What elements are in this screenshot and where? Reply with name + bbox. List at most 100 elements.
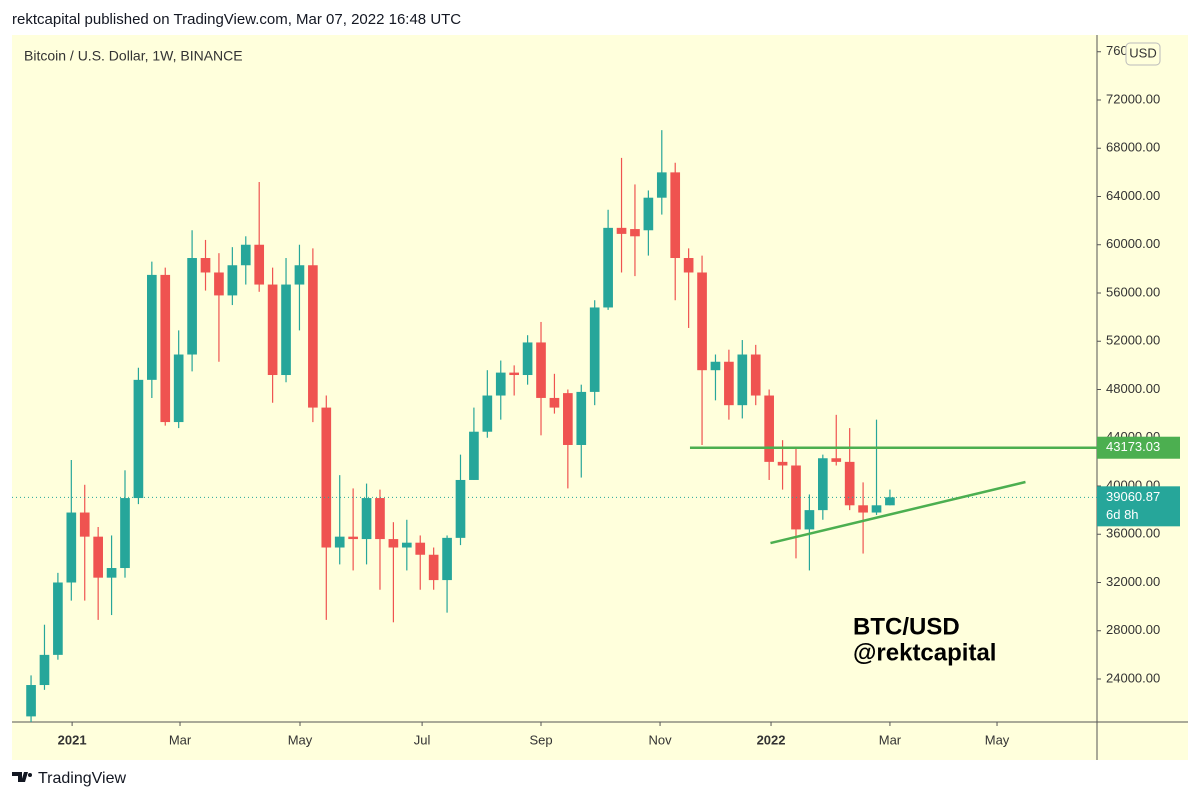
candle-body (522, 342, 533, 376)
candle-body (670, 172, 681, 259)
candle-body (858, 505, 868, 513)
candle-body (388, 539, 399, 548)
candle-body (348, 536, 358, 540)
x-tick-label: Mar (879, 732, 902, 747)
currency-label: USD (1129, 45, 1156, 60)
candle-body (469, 431, 479, 480)
candle-body (831, 458, 842, 462)
candle-body (710, 361, 721, 371)
candle-body (361, 498, 372, 540)
candle-body (764, 395, 774, 462)
x-tick-label: 2022 (757, 732, 786, 747)
candle-body (683, 258, 694, 273)
candle-body (173, 354, 184, 423)
candle-body (267, 284, 278, 376)
y-tick-label: 64000.00 (1106, 188, 1160, 203)
candle-body (106, 568, 117, 578)
candle-body (415, 542, 426, 555)
candle-body (589, 307, 600, 392)
candle-body (321, 407, 332, 548)
y-tick-label: 24000.00 (1106, 670, 1160, 685)
plot (12, 130, 1097, 722)
candle-body (120, 498, 130, 569)
candle-body (482, 395, 493, 432)
candle-body (254, 244, 265, 285)
x-tick-label: May (288, 732, 313, 747)
candle-body (401, 542, 412, 548)
candle-body (643, 197, 654, 231)
candle-body (737, 354, 748, 406)
x-tick-label: Jul (414, 732, 431, 747)
candle-body (791, 465, 801, 530)
candle-body (630, 229, 640, 237)
symbol-label: Bitcoin / U.S. Dollar, 1W, BINANCE (24, 48, 243, 64)
resistance-price-label: 43173.03 (1106, 439, 1160, 454)
y-tick-label: 52000.00 (1106, 333, 1160, 348)
candle-body (509, 372, 520, 376)
header-title: rektcapital published on TradingView.com… (12, 11, 461, 28)
annotation: BTC/USD (853, 613, 960, 640)
candle-body (818, 458, 828, 511)
currency-box (1125, 42, 1161, 66)
resistance-price-box (1097, 436, 1180, 459)
candle-body (375, 498, 385, 540)
candle-body (133, 379, 144, 499)
candle-body (549, 397, 560, 408)
candle-body (750, 354, 761, 396)
candle-body (294, 265, 305, 285)
candle-body (79, 512, 90, 537)
candle-body (160, 274, 171, 423)
candle-body (576, 391, 587, 445)
candle-body (777, 461, 788, 466)
candle-body (53, 582, 63, 655)
y-tick-label: 32000.00 (1106, 574, 1160, 589)
candle-body (603, 227, 613, 308)
y-tick-label: 68000.00 (1106, 140, 1160, 155)
candle-body (281, 284, 291, 376)
candle-body (536, 342, 546, 398)
x-tick-label: May (985, 732, 1010, 747)
candle-body (200, 258, 211, 273)
candle-body (66, 512, 77, 583)
candle-body (455, 479, 466, 538)
last-price-label: 39060.87 (1106, 489, 1160, 504)
candle-body (26, 685, 36, 717)
countdown-label: 6d 8h (1106, 507, 1139, 522)
candle-body (214, 272, 224, 296)
candle-body (428, 554, 439, 581)
y-tick-label: 56000.00 (1106, 284, 1160, 299)
chart-background (12, 35, 1188, 760)
candle-body (885, 497, 895, 506)
candle-body (656, 172, 667, 198)
candle-body (240, 244, 251, 266)
candle-body (844, 461, 855, 506)
y-tick-label: 72000.00 (1106, 91, 1160, 106)
y-tick-label: 60000.00 (1106, 236, 1160, 251)
candle-body (147, 274, 157, 380)
candle-body (227, 265, 238, 296)
candle-body (871, 505, 882, 513)
candle-body (39, 654, 50, 686)
candle-body (495, 372, 506, 396)
footer-brand: TradingView (38, 770, 126, 787)
candle-body (616, 227, 627, 234)
x-tick-label: Nov (648, 732, 672, 747)
candle-body (804, 510, 815, 530)
candle-body (724, 361, 734, 406)
last-price-box (1097, 486, 1180, 527)
y-tick-label: 28000.00 (1106, 622, 1160, 637)
y-tick-label: 36000.00 (1106, 526, 1160, 541)
axes: 24000.0028000.0032000.0036000.0040000.00… (58, 43, 1180, 747)
x-tick-label: Sep (529, 732, 552, 747)
x-tick-label: Mar (169, 732, 192, 747)
candle-body (93, 536, 103, 578)
candle-body (334, 536, 345, 548)
annotation: @rektcapital (853, 639, 996, 666)
candle-body (308, 265, 318, 408)
candle-body (187, 258, 197, 355)
candle-body (442, 537, 452, 581)
logo (12, 772, 32, 782)
x-tick-label: 2021 (58, 732, 87, 747)
candle-body (697, 272, 707, 371)
